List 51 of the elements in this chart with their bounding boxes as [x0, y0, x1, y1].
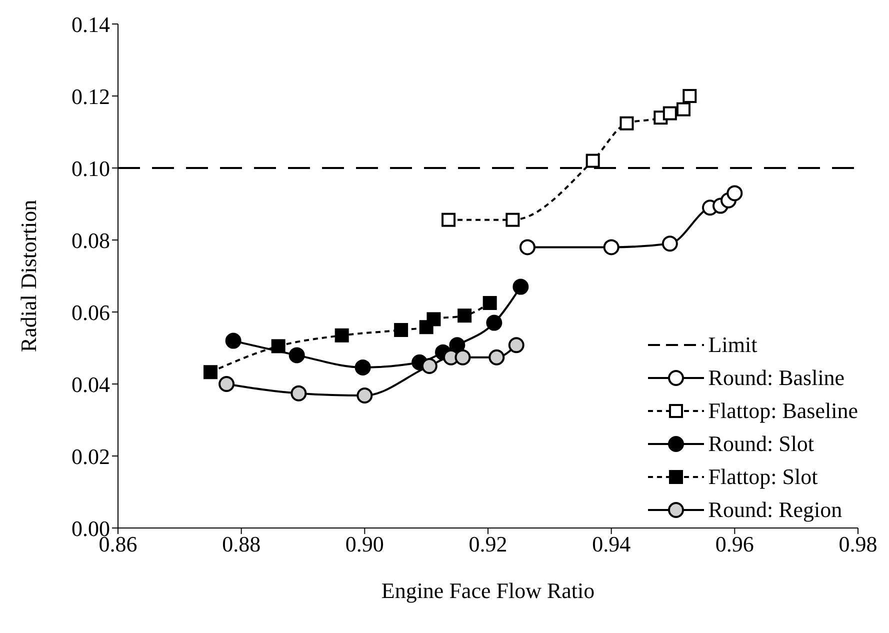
- point: [682, 89, 697, 103]
- point: [334, 328, 349, 342]
- y-tick-label: 0.04: [72, 372, 110, 397]
- point: [506, 212, 520, 227]
- legend-label: Limit: [708, 331, 758, 359]
- point: [204, 365, 218, 380]
- y-axis-title: Radial Distortion: [16, 200, 41, 352]
- point: [394, 323, 408, 337]
- y-tick-label: 0.12: [72, 84, 110, 109]
- x-axis-title: Engine Face Flow Ratio: [381, 578, 595, 603]
- point: [225, 332, 242, 349]
- point: [662, 236, 678, 252]
- point: [620, 116, 634, 130]
- point: [454, 349, 471, 366]
- y-tick-label: 0.06: [72, 300, 110, 325]
- y-tick-label: 0.08: [72, 228, 110, 253]
- point: [354, 359, 371, 376]
- point: [676, 102, 690, 116]
- point: [218, 376, 235, 392]
- x-tick-label: 0.94: [592, 532, 631, 557]
- point: [603, 239, 620, 256]
- y-tick-label: 0.14: [72, 12, 110, 37]
- x-tick-label: 0.88: [222, 532, 261, 557]
- point: [271, 339, 286, 354]
- point: [482, 296, 497, 310]
- point: [586, 154, 600, 168]
- point: [512, 278, 529, 295]
- point: [421, 358, 438, 374]
- point: [458, 308, 472, 323]
- point: [488, 349, 505, 366]
- point: [426, 312, 441, 326]
- legend-label: Round: Region: [708, 496, 842, 524]
- x-tick-label: 0.98: [838, 532, 878, 557]
- point: [519, 239, 536, 256]
- y-tick-label: 0.10: [72, 156, 110, 181]
- point: [726, 185, 743, 202]
- x-tick-label: 0.92: [468, 532, 508, 557]
- point: [290, 385, 307, 402]
- point: [288, 347, 305, 364]
- x-tick-label: 0.90: [345, 532, 384, 557]
- point: [508, 337, 524, 354]
- legend-label: Round: Basline: [708, 364, 845, 392]
- point: [486, 314, 502, 331]
- point: [662, 106, 677, 120]
- y-tick-label: 0.02: [72, 444, 110, 469]
- x-tick-label: 0.96: [715, 532, 754, 557]
- legend-label: Flattop: Baseline: [708, 397, 858, 425]
- point: [356, 388, 373, 404]
- point: [442, 212, 456, 227]
- legend-label: Round: Slot: [708, 430, 814, 458]
- legend-label: Flattop: Slot: [708, 463, 818, 491]
